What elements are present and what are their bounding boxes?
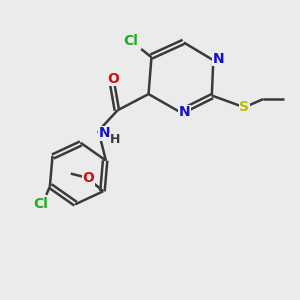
Text: N: N bbox=[98, 126, 110, 140]
Text: S: S bbox=[239, 100, 249, 114]
Text: O: O bbox=[82, 171, 94, 185]
Text: Cl: Cl bbox=[123, 34, 138, 48]
Text: N: N bbox=[179, 105, 190, 119]
Text: H: H bbox=[110, 133, 120, 146]
Text: N: N bbox=[213, 52, 224, 66]
Text: Cl: Cl bbox=[34, 197, 48, 211]
Text: O: O bbox=[107, 72, 119, 86]
